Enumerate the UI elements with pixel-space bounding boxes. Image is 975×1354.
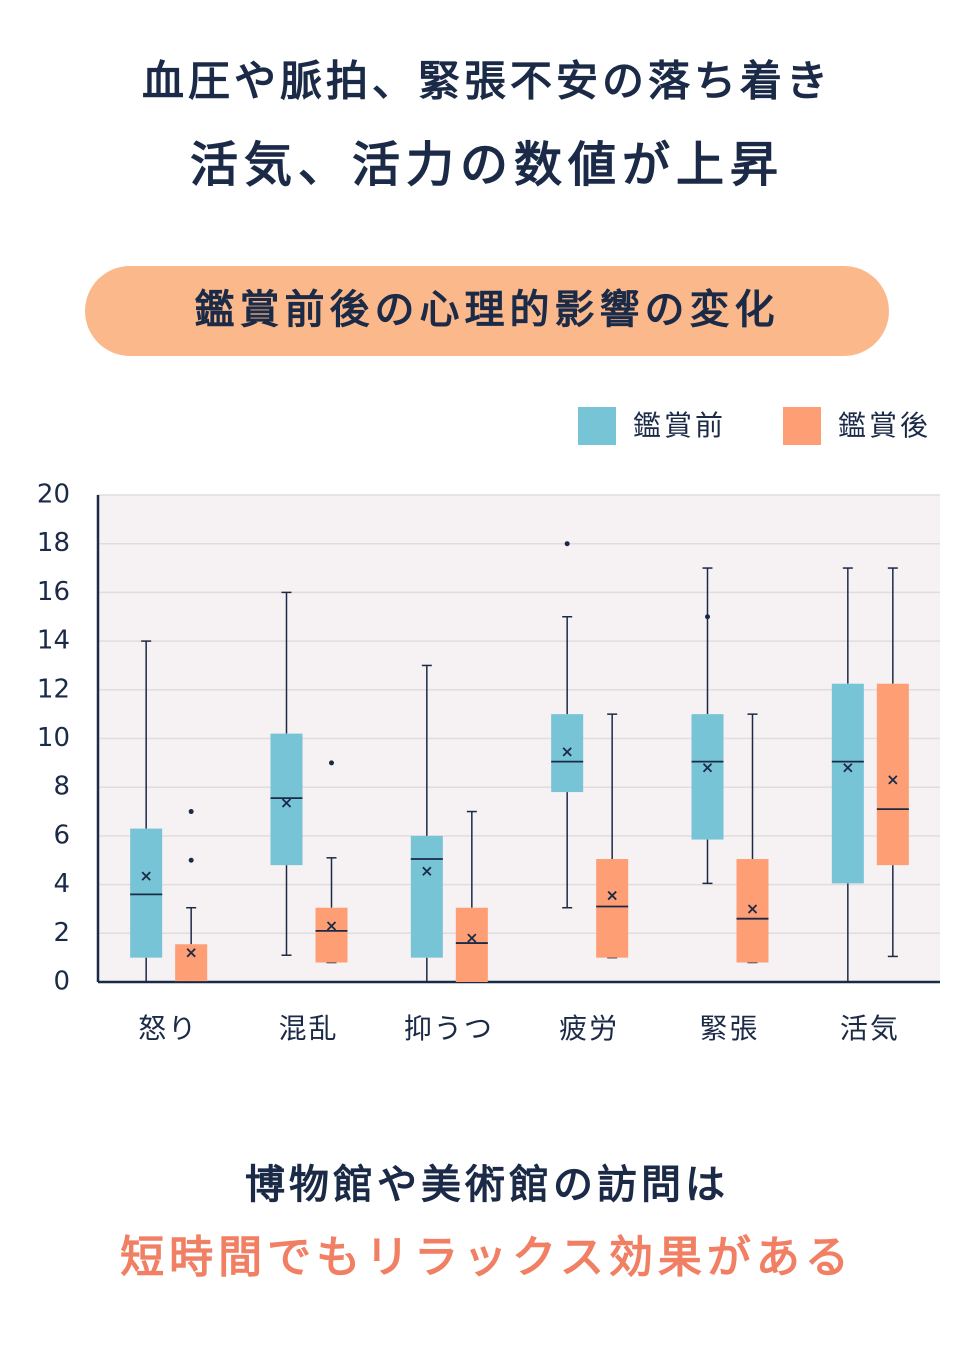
mean-marker [747,904,758,914]
outlier [188,857,194,863]
y-tick-label: 14 [37,626,70,656]
outlier [188,809,194,815]
y-tick-label: 20 [37,480,70,510]
mean-marker [467,933,477,943]
box [130,828,163,958]
outlier [705,614,710,620]
box [736,859,769,963]
mean-marker [607,890,617,901]
y-tick-label: 18 [37,528,70,558]
mean-marker [702,763,713,773]
y-tick-label: 8 [53,772,70,802]
box [691,714,724,840]
box [175,944,208,982]
x-tick-label: 緊張 [699,1012,759,1045]
x-tick-label: 怒り [138,1012,198,1045]
x-tick-label: 抑うつ [404,1012,494,1045]
legend-label: 鑑賞後 [838,409,931,442]
title-line1: 血圧や脈拍、緊張不安の落ち着き [142,57,832,106]
y-tick-label: 6 [53,820,70,850]
mean-marker [843,763,853,773]
y-tick-label: 12 [37,674,70,704]
mean-marker [186,948,196,958]
title-line2: 活気、活力の数値が上昇 [190,137,784,193]
x-tick-label: 疲労 [559,1012,619,1045]
legend-swatch [783,407,821,445]
legend-swatch [578,407,616,445]
y-tick-label: 4 [53,869,70,899]
y-tick-label: 10 [37,723,70,753]
pill [85,266,889,356]
mean-marker [888,775,898,785]
legend-label: 鑑賞前 [633,409,726,442]
box [315,907,348,963]
outlier [329,760,334,766]
footer-line2: 短時間でもリラックス効果がある [120,1232,854,1283]
box [831,683,864,884]
box [596,859,629,958]
y-tick-label: 2 [53,918,70,948]
footer-line1: 博物館や美術館の訪問は [245,1162,729,1208]
chart-title: 鑑賞前後の心理的影響の変化 [195,287,780,333]
box [410,835,443,958]
mean-marker [562,747,572,757]
x-tick-label: 活気 [840,1012,900,1045]
y-tick-label: 16 [37,577,70,607]
mean-marker [422,866,432,876]
box [876,683,909,866]
mean-marker [141,871,151,881]
outlier [564,541,570,547]
box [455,907,488,982]
x-tick-label: 混乱 [278,1012,338,1045]
y-tick-label: 0 [53,967,70,997]
box [270,733,303,866]
mean-marker [281,798,292,808]
mean-marker [326,921,337,931]
